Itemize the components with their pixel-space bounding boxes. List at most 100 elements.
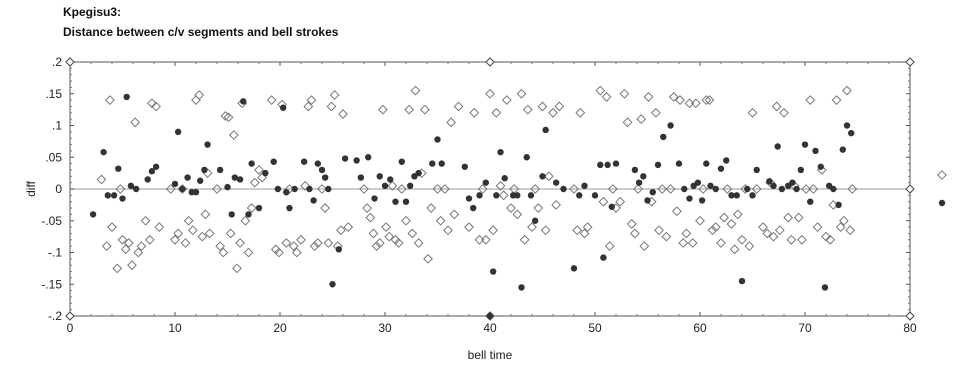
filled-dot-point	[744, 185, 751, 193]
open-diamond-point	[407, 228, 418, 239]
open-diamond-point	[575, 107, 586, 118]
open-diamond-point	[170, 234, 180, 245]
open-diamond-point	[320, 203, 331, 213]
filled-dot-point	[434, 136, 441, 143]
filled-dot-point	[415, 169, 422, 177]
open-diamond-point	[572, 225, 583, 236]
open-diamond-point	[183, 215, 194, 226]
filled-dot-point	[531, 217, 539, 224]
legend	[937, 170, 947, 207]
frame-marker	[65, 57, 75, 67]
filled-dot-point	[552, 179, 560, 186]
filled-dot-point	[174, 128, 182, 136]
open-diamond-point	[335, 225, 346, 236]
open-diamond-point	[654, 225, 664, 236]
open-diamond-point	[722, 184, 733, 194]
filled-dot-point	[635, 179, 643, 186]
open-diamond-point	[464, 222, 474, 233]
open-diamond-point	[396, 184, 407, 194]
open-diamond-point	[317, 184, 327, 194]
filled-dot-point	[514, 192, 521, 199]
open-diamond-point	[401, 215, 411, 226]
filled-dot-point	[712, 185, 719, 193]
filled-dot-point	[817, 163, 824, 170]
open-diamond-point	[306, 95, 317, 106]
filled-dot-point	[698, 197, 706, 204]
open-diamond-point	[362, 203, 373, 213]
open-diamond-point	[154, 222, 165, 233]
filled-dot-point	[654, 161, 662, 169]
filled-dot-point	[476, 192, 483, 199]
y-tick-label: .05	[45, 150, 62, 164]
filled-dot-point	[612, 160, 620, 167]
filled-dot-point	[179, 185, 186, 193]
open-diamond-point	[622, 117, 633, 128]
open-diamond-point	[716, 238, 726, 248]
open-diamond-point	[393, 238, 404, 248]
filled-dot-point	[660, 133, 667, 141]
y-axis-label: diff	[24, 180, 38, 196]
filled-dot-point	[228, 211, 235, 218]
filled-dot-point	[778, 185, 786, 193]
open-diamond-point	[218, 247, 229, 258]
filled-dot-point	[245, 211, 252, 218]
open-diamond-point	[812, 222, 823, 233]
filled-dot-point	[274, 185, 282, 193]
open-diamond-point	[668, 92, 679, 102]
open-diamond-point	[288, 241, 299, 252]
filled-dot-point	[789, 179, 796, 186]
filled-dot-point	[240, 98, 247, 105]
open-diamond-point	[165, 184, 176, 194]
open-diamond-point	[312, 238, 323, 248]
open-diamond-point	[426, 203, 437, 213]
open-diamond-point	[107, 222, 117, 233]
open-diamond-point	[343, 222, 354, 233]
chart-title: Kpegisu3:	[63, 5, 122, 19]
x-tick-label: 20	[273, 321, 287, 335]
open-diamond-point	[786, 234, 797, 245]
y-tick-label: .1	[52, 119, 62, 133]
open-diamond-point	[377, 104, 388, 115]
filled-dot-point	[597, 161, 604, 169]
open-diamond-point	[732, 209, 743, 220]
open-diamond-point	[249, 177, 260, 188]
filled-dot-point	[801, 141, 809, 148]
filled-dot-point	[812, 147, 819, 155]
filled-dot-point	[604, 161, 611, 169]
open-diamond-point	[368, 228, 379, 239]
open-diamond-point	[506, 203, 516, 213]
open-diamond-point	[554, 101, 565, 112]
open-diamond-point	[133, 247, 144, 258]
filled-dot-point	[766, 178, 773, 185]
filled-dot-point	[649, 188, 656, 196]
open-diamond-point	[793, 212, 804, 223]
filled-dot-point	[291, 185, 298, 193]
filled-dot-point	[402, 198, 410, 205]
filled-dot-point	[570, 265, 578, 272]
open-diamond-point	[127, 260, 137, 271]
filled-dot-point	[843, 122, 851, 129]
open-diamond-point	[758, 222, 768, 233]
open-diamond-point	[601, 92, 612, 102]
legend-dot-symbol	[938, 199, 946, 207]
frame-marker	[905, 57, 915, 67]
filled-dot-point	[216, 166, 224, 174]
filled-dot-point	[523, 154, 530, 161]
filled-dot-point	[675, 160, 683, 167]
x-tick-label: 70	[798, 321, 812, 335]
frame-marker	[905, 184, 915, 194]
open-diamond-point	[488, 225, 499, 236]
open-diamond-point	[498, 190, 509, 201]
open-diamond-point	[695, 215, 705, 226]
open-diamond-point	[569, 184, 579, 194]
filled-dot-point	[749, 192, 756, 199]
filled-dot-point	[728, 192, 735, 199]
open-diamond-point	[140, 215, 151, 226]
filled-dot-point	[686, 195, 693, 202]
filled-dot-point	[357, 174, 365, 181]
filled-dot-point	[144, 176, 151, 183]
filled-dot-point	[707, 182, 714, 190]
filled-dot-point	[376, 173, 383, 180]
filled-dot-point	[318, 166, 326, 174]
open-diamond-point	[144, 234, 155, 245]
